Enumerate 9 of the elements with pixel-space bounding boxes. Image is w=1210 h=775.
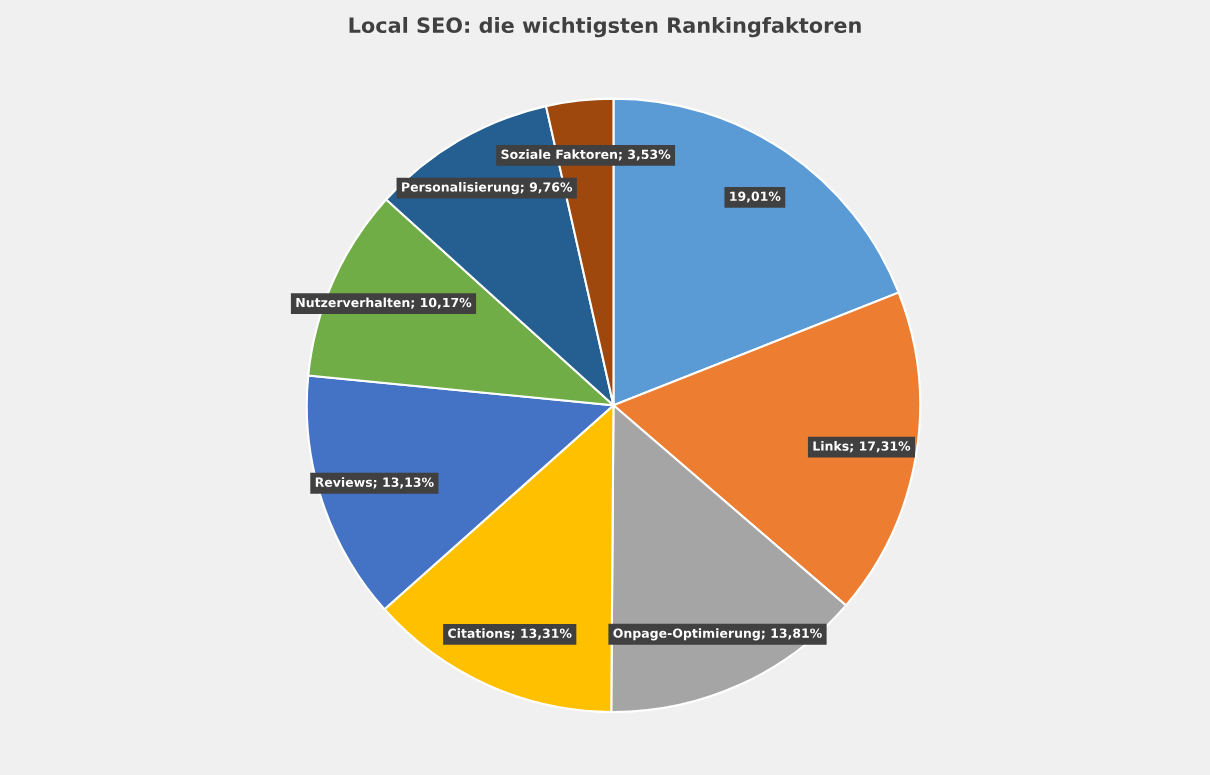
slice-label: Reviews; 13,13% (315, 477, 434, 489)
slice-label: Personalisierung; 9,76% (402, 182, 573, 195)
slice-label: Onpage-Optimierung; 13,81% (613, 628, 822, 641)
slice-label: Links; 17,31% (813, 441, 911, 453)
chart-title: Local SEO: die wichtigsten Rankingfaktoren (349, 16, 861, 38)
data-label: 19,01% (730, 191, 781, 203)
slice-label: Citations; 13,31% (448, 628, 572, 640)
slice-label: Soziale Faktoren; 3,53% (501, 149, 671, 161)
slice-label: Nutzerverhalten; 10,17% (296, 297, 472, 309)
